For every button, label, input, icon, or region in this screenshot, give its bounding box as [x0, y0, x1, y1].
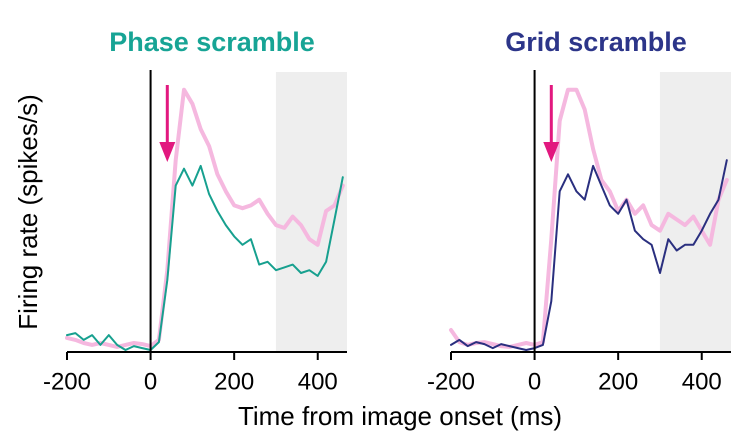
panel-title: Grid scramble	[505, 27, 687, 57]
onset-arrow-head	[543, 142, 560, 162]
x-tick-label: -200	[43, 368, 91, 395]
x-tick-label: -200	[427, 368, 475, 395]
panel-title: Phase scramble	[109, 27, 315, 57]
x-tick-label: 400	[682, 368, 722, 395]
x-axis-label: Time from image onset (ms)	[238, 401, 562, 431]
line-series	[65, 87, 345, 349]
y-axis-label: Firing rate (spikes/s)	[13, 94, 43, 330]
x-tick-label: 0	[528, 368, 541, 395]
onset-arrow-head	[159, 142, 176, 162]
x-tick-label: 0	[144, 368, 157, 395]
line-series	[450, 159, 728, 351]
x-tick-label: 400	[298, 368, 338, 395]
shaded-window	[659, 72, 731, 352]
line-series	[66, 164, 344, 351]
x-tick-label: 200	[598, 368, 638, 395]
x-tick-label: 200	[214, 368, 254, 395]
